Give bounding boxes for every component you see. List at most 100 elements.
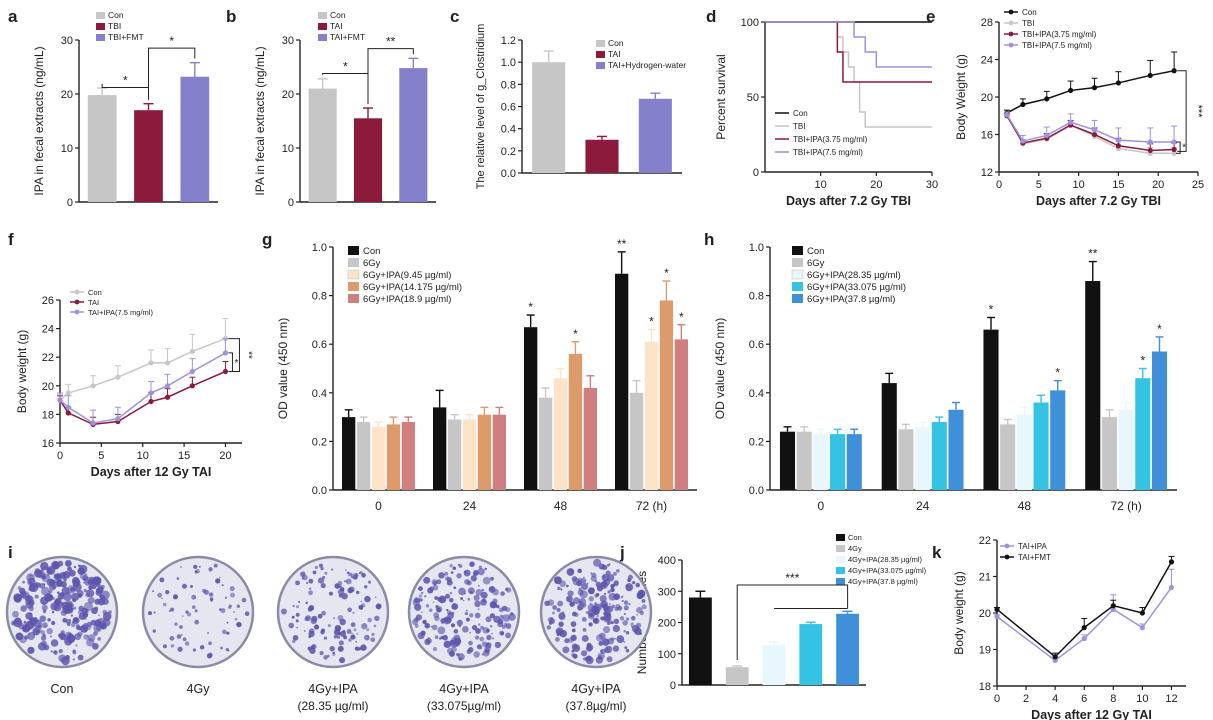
significance-bracket (228, 352, 233, 372)
legend-swatch (792, 246, 803, 255)
colony (97, 636, 102, 641)
colony (73, 565, 77, 569)
colony (625, 630, 630, 635)
data-point (164, 394, 171, 400)
colony (556, 633, 560, 637)
bar-g-s2-c2 (553, 378, 568, 490)
colony (355, 590, 360, 595)
dish-label: 4Gy+IPA (308, 682, 358, 696)
colony (602, 575, 606, 579)
colony (373, 624, 377, 628)
series-line-1 (59, 370, 226, 426)
legend-swatch (348, 282, 359, 291)
legend-swatch (348, 258, 359, 267)
colony (23, 620, 27, 624)
colony (556, 607, 561, 613)
colony (587, 612, 595, 620)
legend-label: TBI+IPA(3.75 mg/ml) (1022, 30, 1097, 39)
colony (572, 644, 581, 653)
colony (77, 654, 84, 661)
colony (177, 646, 183, 652)
colony (53, 650, 57, 654)
colony (83, 601, 93, 612)
colony (96, 583, 101, 588)
colony (360, 600, 363, 603)
legend-swatch (791, 269, 804, 280)
panel-letter-i: i (8, 543, 13, 562)
colony (467, 587, 475, 595)
y-tick-label: 10 (61, 143, 73, 155)
colony (594, 593, 599, 598)
dish-label: 4Gy (187, 682, 211, 696)
colony (418, 586, 423, 591)
data-point (164, 383, 171, 389)
colony (358, 572, 361, 575)
panel-letter-c: c (450, 7, 459, 26)
colony (57, 560, 64, 567)
colony (68, 569, 76, 577)
legend-label: 6Gy+IPA(28.35 µg/ml) (807, 270, 901, 281)
data-point (148, 360, 154, 366)
bar-h-s4-c0 (846, 434, 862, 490)
legend-label: 6Gy+IPA(14.175 µg/ml) (363, 282, 462, 293)
colony (21, 591, 30, 600)
colony (491, 632, 493, 635)
colony (83, 612, 89, 618)
colony (558, 621, 564, 627)
colony (579, 590, 588, 599)
colony (57, 591, 60, 594)
data-point (1091, 127, 1098, 133)
y-tick-label: 26 (42, 295, 54, 307)
y-tick-label: 0 (753, 167, 759, 179)
colony (317, 613, 323, 619)
colony (343, 635, 348, 640)
colony (195, 568, 200, 574)
y-tick-label: 0 (288, 197, 294, 209)
bar-h-s1-c2 (1000, 424, 1016, 490)
colony (453, 629, 459, 634)
colony (625, 648, 630, 653)
colony (34, 569, 43, 578)
colony (573, 597, 581, 605)
y-tick-label: 20 (979, 608, 991, 620)
colony (227, 649, 230, 652)
colony (364, 595, 371, 603)
colony (364, 585, 368, 589)
colony (599, 594, 607, 603)
colony (635, 582, 641, 588)
legend-marker (74, 309, 80, 315)
colony (444, 571, 449, 576)
colony (600, 581, 608, 588)
colony (85, 592, 90, 598)
colony (623, 612, 626, 616)
colony (441, 618, 446, 623)
legend-swatch (836, 534, 845, 541)
colony (226, 621, 229, 624)
colony (546, 625, 551, 630)
colony (494, 641, 502, 649)
dish-sublabel: (28.35 µg/ml) (298, 699, 369, 713)
dish-plate (276, 555, 390, 669)
x-tick-label: 20 (870, 179, 882, 191)
colony (298, 600, 301, 604)
colony (361, 603, 366, 608)
colony (354, 573, 359, 577)
colony (236, 604, 241, 608)
colony (17, 586, 22, 591)
data-point (65, 404, 71, 410)
colony (208, 641, 212, 646)
y-tick-label: 22 (979, 535, 991, 547)
data-point (148, 390, 154, 396)
colony (219, 576, 221, 579)
colony (600, 600, 608, 609)
colony (39, 615, 47, 623)
colony (355, 640, 358, 643)
bar-h-s4-c1 (948, 409, 964, 490)
colony (333, 629, 341, 636)
data-point (189, 368, 195, 375)
series-line-1 (765, 21, 932, 128)
colony (94, 606, 99, 611)
colony (72, 582, 82, 592)
colony (555, 637, 560, 642)
colony (220, 608, 226, 614)
